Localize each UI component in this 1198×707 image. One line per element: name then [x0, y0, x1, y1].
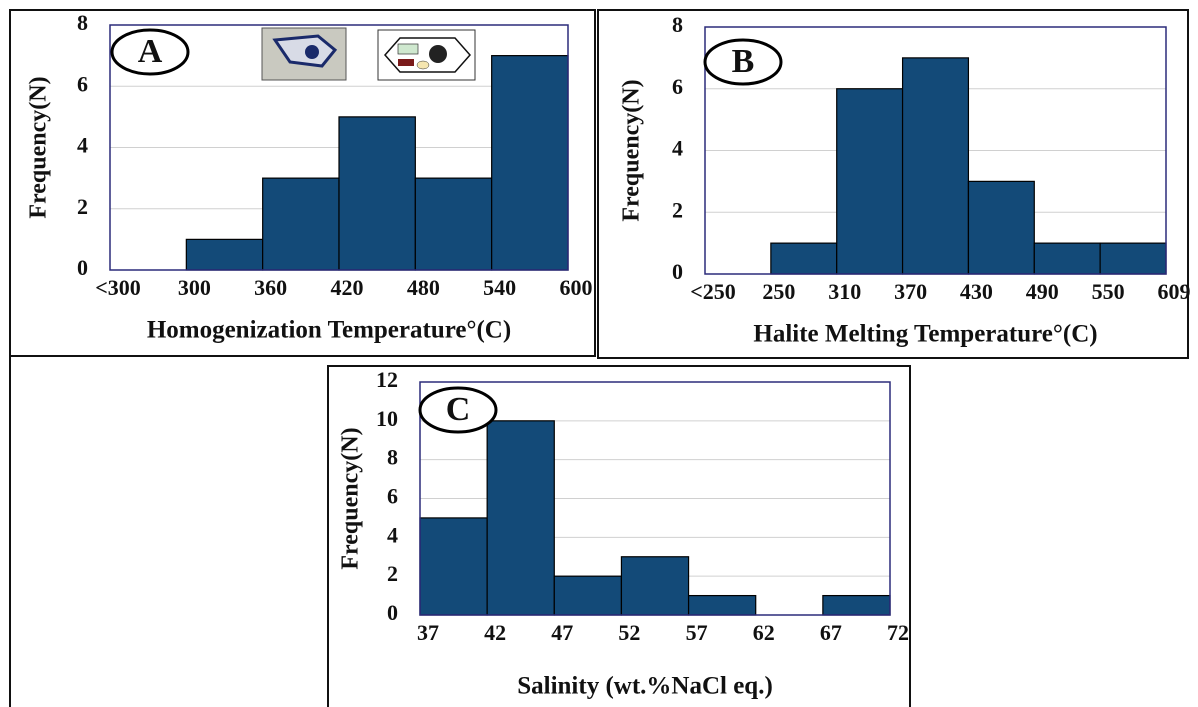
bar	[486, 420, 555, 616]
bar	[419, 517, 488, 616]
y-tick-label: 4	[387, 522, 398, 547]
plot-frame	[419, 381, 891, 616]
y-tick-label: 2	[77, 194, 88, 219]
x-tick-label: 37	[417, 620, 439, 645]
y-tick-label: 0	[387, 600, 398, 625]
y-tick-label: 2	[672, 197, 683, 222]
panel-label: C	[446, 391, 471, 428]
bar	[491, 55, 569, 271]
x-axis-label: Halite Melting Temperature°(C)	[753, 321, 1097, 348]
panel-badge	[110, 28, 190, 76]
bar	[770, 242, 838, 275]
bar	[185, 238, 264, 271]
x-tick-label: 420	[331, 275, 364, 300]
panel-frame	[9, 9, 596, 357]
y-tick-label: 8	[77, 10, 88, 35]
x-tick-label: 310	[828, 279, 861, 304]
y-tick-label: 0	[672, 259, 683, 284]
panel-badge	[703, 38, 783, 86]
y-tick-label: 2	[387, 561, 398, 586]
y-tick-label: 6	[77, 71, 88, 96]
panel-badge	[418, 386, 498, 434]
x-tick-label: <250	[690, 279, 736, 304]
x-tick-label: 57	[686, 620, 708, 645]
bar	[967, 180, 1035, 275]
y-tick-label: 10	[376, 406, 398, 431]
y-axis-label: Frequency(N)	[338, 427, 364, 569]
x-axis-label: Salinity (wt.%NaCl eq.)	[517, 673, 773, 700]
x-tick-label: 370	[894, 279, 927, 304]
y-axis-label: Frequency(N)	[26, 76, 52, 218]
x-tick-label: 72	[887, 620, 909, 645]
bar	[822, 594, 891, 616]
inclusion-photo	[261, 27, 347, 81]
y-tick-label: 4	[672, 136, 683, 161]
x-tick-label: <300	[95, 275, 141, 300]
y-tick-label: 6	[672, 74, 683, 99]
x-tick-label: 67	[820, 620, 842, 645]
panel-frame	[327, 365, 911, 707]
x-tick-label: 490	[1026, 279, 1059, 304]
y-tick-label: 12	[376, 367, 398, 392]
x-tick-label: 360	[254, 275, 287, 300]
x-tick-label: 42	[484, 620, 506, 645]
bar	[901, 57, 970, 275]
y-tick-label: 8	[672, 12, 683, 37]
inclusion-sketch	[377, 29, 476, 81]
panel-label: A	[138, 33, 163, 70]
x-tick-label: 550	[1092, 279, 1125, 304]
x-tick-label: 480	[407, 275, 440, 300]
x-axis-label: Homogenization Temperature°(C)	[147, 317, 511, 344]
bar	[687, 594, 757, 616]
y-axis-label: Frequency(N)	[619, 79, 645, 221]
bar	[553, 575, 623, 616]
x-tick-label: 540	[483, 275, 516, 300]
y-tick-label: 8	[387, 445, 398, 470]
bar	[414, 177, 493, 271]
bar	[1099, 242, 1167, 275]
x-tick-label: 52	[618, 620, 640, 645]
plot-frame	[704, 26, 1167, 275]
bar	[262, 177, 340, 271]
bar	[1033, 242, 1101, 275]
y-tick-label: 6	[387, 484, 398, 509]
y-tick-label: 0	[77, 255, 88, 280]
bar	[836, 88, 904, 275]
panel-frame	[597, 9, 1189, 359]
x-tick-label: 609	[1158, 279, 1191, 304]
x-tick-label: 430	[960, 279, 993, 304]
plot-frame	[109, 24, 569, 271]
y-tick-label: 4	[77, 133, 88, 158]
x-tick-label: 250	[762, 279, 795, 304]
x-tick-label: 300	[178, 275, 211, 300]
x-tick-label: 62	[753, 620, 775, 645]
x-tick-label: 600	[560, 275, 593, 300]
panel-label: B	[732, 43, 755, 80]
x-tick-label: 47	[551, 620, 573, 645]
bar	[620, 556, 690, 616]
bar	[338, 116, 416, 271]
